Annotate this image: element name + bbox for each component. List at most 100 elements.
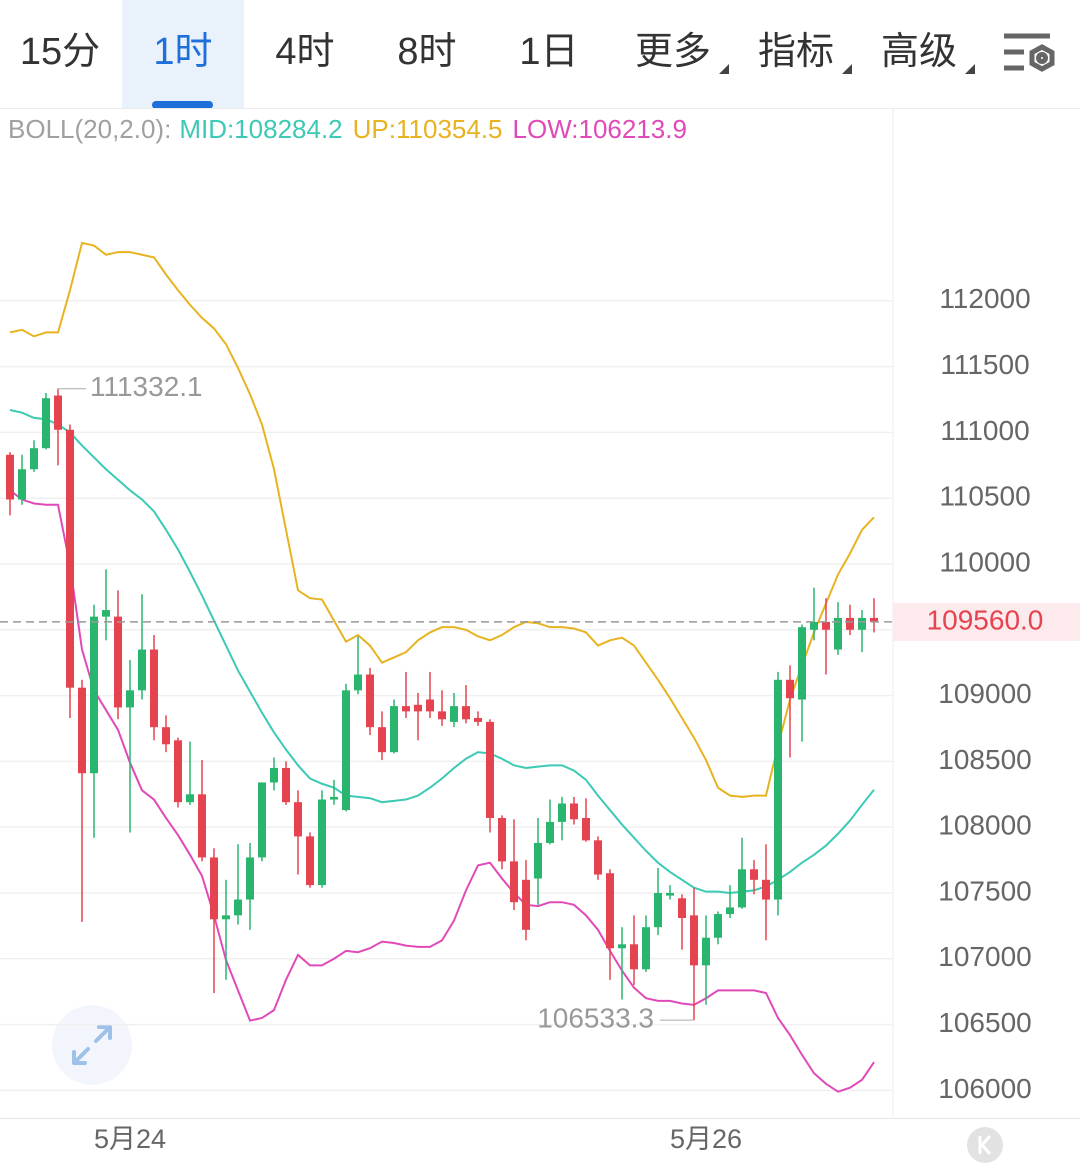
candle-body [654, 892, 662, 928]
candle-body [330, 796, 338, 800]
dropdown-caret [965, 64, 975, 74]
y-tick-label: 106500 [938, 1007, 1031, 1038]
candle-body [558, 803, 566, 822]
candle-body [282, 767, 290, 803]
candle-body [426, 699, 434, 712]
candle-body [822, 621, 830, 630]
candle-body [366, 674, 374, 728]
candle-body [642, 927, 650, 970]
candle-body [834, 617, 842, 650]
y-tick-label: 109000 [938, 678, 1031, 709]
legend-value: 108284.2 [234, 114, 342, 144]
candle-body [846, 617, 854, 630]
candle-body [270, 767, 278, 783]
candle-body [762, 879, 770, 900]
tab[interactable]: 高级 [881, 31, 957, 73]
tab[interactable]: 4时 [275, 31, 334, 73]
candle-body [690, 915, 698, 966]
icon-hex [1029, 44, 1055, 72]
candle-body [102, 610, 110, 617]
candle-body [594, 840, 602, 875]
candle-body [798, 627, 806, 700]
candle-body [306, 836, 314, 886]
candle-body [402, 706, 410, 712]
zoom-bg [52, 1005, 132, 1085]
candle-body [714, 914, 722, 938]
candle-body [726, 907, 734, 915]
max-annotation: 111332.1 [90, 371, 203, 402]
candle-body [210, 857, 218, 920]
candle-body [198, 794, 206, 858]
tab[interactable]: 8时 [397, 31, 456, 73]
candle-body [90, 616, 98, 774]
candle-body [870, 617, 878, 622]
candle-body [414, 704, 422, 712]
candle-body [186, 794, 194, 803]
candle-body [606, 873, 614, 949]
candle-body [42, 398, 50, 449]
candle-body [54, 395, 62, 430]
zoom-button[interactable] [52, 1005, 132, 1085]
tab[interactable]: 指标 [758, 31, 834, 73]
candle-body [582, 817, 590, 841]
legend-name: MID: [179, 114, 234, 144]
candle-body [66, 429, 74, 688]
tab[interactable]: 1日 [519, 31, 578, 73]
legend-name: LOW: [513, 114, 579, 144]
x-tick-label: 5月26 [670, 1124, 742, 1154]
tab[interactable]: 1时 [153, 31, 212, 73]
settings-icon[interactable] [1004, 33, 1055, 72]
candle-body [522, 879, 530, 930]
indicator-label: BOLL(20,2.0): [8, 114, 171, 144]
y-tick-label: 111500 [940, 349, 1029, 380]
dropdown-caret [719, 64, 729, 74]
candle-body [138, 649, 146, 691]
legend-name: UP: [353, 114, 396, 144]
candle-body [294, 802, 302, 837]
candle-body [678, 898, 686, 918]
candle-body [342, 690, 350, 811]
candle-body [474, 717, 482, 722]
dropdown-caret [842, 64, 852, 74]
candle-body [618, 944, 626, 949]
candle-body [570, 803, 578, 820]
candle-body [630, 944, 638, 970]
candle-body [450, 706, 458, 722]
candle-body [222, 915, 230, 920]
k-icon [978, 1135, 992, 1155]
candle-body [258, 782, 266, 858]
k-bg [967, 1127, 1003, 1163]
candle-body [126, 690, 134, 708]
candle-body [666, 892, 674, 896]
candle-body [354, 674, 362, 691]
y-tick-label: 107000 [938, 941, 1031, 972]
x-tick-label: 5月24 [94, 1124, 166, 1154]
candle-body [702, 937, 710, 966]
candle-body [318, 799, 326, 886]
candle-body [78, 687, 86, 774]
candle-body [30, 448, 38, 470]
candle-body [6, 454, 14, 500]
y-tick-label: 108500 [938, 744, 1031, 775]
candle-body [774, 679, 782, 900]
min-annotation: 106533.3 [537, 1003, 654, 1034]
candle-body [18, 469, 26, 500]
zoom-icon [72, 1025, 112, 1065]
candle-body [534, 842, 542, 879]
candle-body [150, 649, 158, 728]
k-button[interactable] [967, 1127, 1003, 1163]
tab[interactable]: 更多 [635, 31, 711, 73]
candle-body [234, 899, 242, 916]
legend-value: 106213.9 [579, 114, 687, 144]
candle-body [510, 861, 518, 903]
candle-body [114, 616, 122, 708]
boll-line [9, 241, 875, 798]
tab[interactable]: 15分 [20, 31, 100, 73]
y-tick-label: 112000 [939, 283, 1030, 314]
candle-body [162, 727, 170, 745]
candle-body [486, 721, 494, 818]
candle-body [786, 679, 794, 699]
candle-body [246, 857, 254, 900]
active-tab-bg [122, 0, 244, 108]
